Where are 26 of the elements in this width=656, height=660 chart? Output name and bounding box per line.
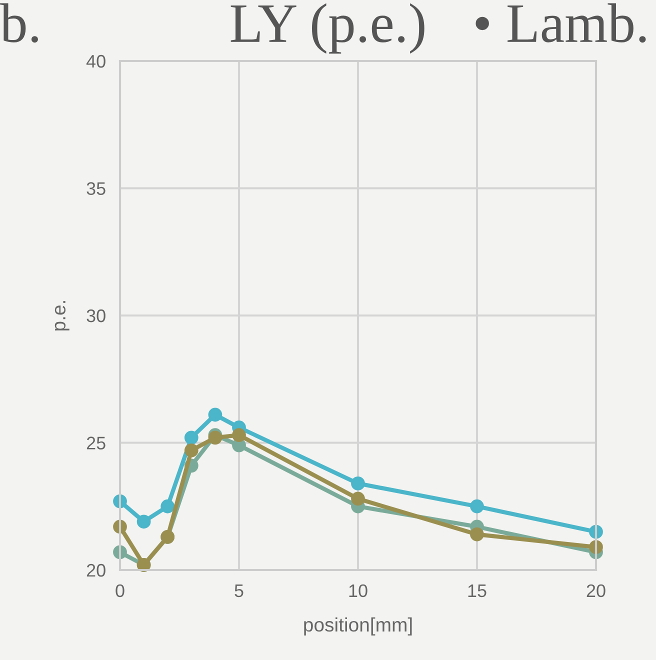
y-tick-label: 35 bbox=[86, 182, 106, 195]
x-tick-label: 5 bbox=[234, 584, 244, 598]
y-tick-label: 20 bbox=[86, 564, 106, 577]
x-tick-label: 10 bbox=[349, 584, 368, 598]
point bbox=[184, 443, 198, 458]
point bbox=[470, 527, 484, 542]
text: • Lamb. bbox=[476, 3, 646, 43]
point bbox=[208, 408, 222, 422]
x-tick-label: 20 bbox=[586, 584, 606, 598]
point bbox=[232, 428, 246, 442]
x-tick-label: 0 bbox=[116, 584, 124, 598]
x-tick-label: 15 bbox=[468, 584, 486, 598]
y-tick-label: 40 bbox=[86, 54, 106, 68]
point bbox=[160, 499, 175, 514]
text: b. bbox=[0, 3, 38, 43]
y-axis-title: p.e. bbox=[54, 301, 70, 330]
point bbox=[470, 499, 484, 514]
y-tick-label: 25 bbox=[86, 436, 106, 450]
y-tick-label: 30 bbox=[86, 309, 106, 322]
point bbox=[184, 430, 198, 445]
point bbox=[351, 476, 365, 490]
x-axis-title: position[mm] bbox=[304, 617, 412, 636]
chart-title: LY (p.e.) bbox=[230, 3, 424, 54]
point bbox=[136, 514, 151, 529]
point bbox=[351, 492, 365, 506]
point bbox=[208, 430, 222, 445]
